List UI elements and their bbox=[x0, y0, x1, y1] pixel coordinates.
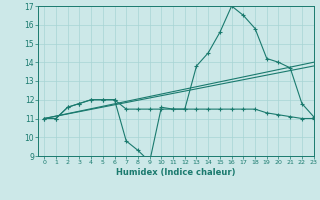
X-axis label: Humidex (Indice chaleur): Humidex (Indice chaleur) bbox=[116, 168, 236, 177]
